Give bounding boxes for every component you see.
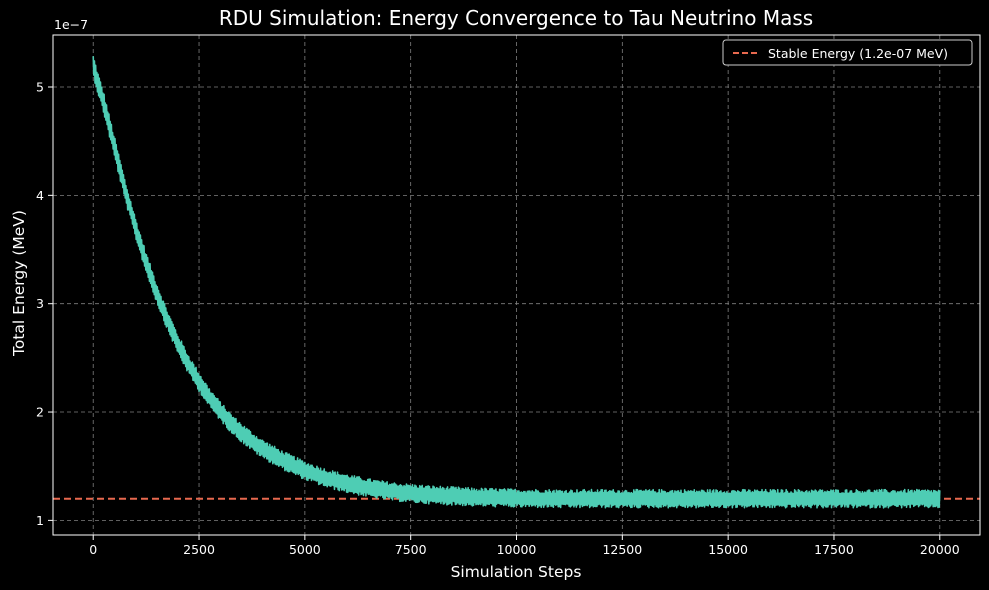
legend-label: Stable Energy (1.2e-07 MeV): [768, 46, 948, 61]
legend-box: [722, 39, 973, 66]
x-tick-label: 20000: [920, 542, 960, 557]
x-tick-label: 0: [89, 542, 97, 557]
grid: [53, 35, 980, 535]
x-tick-label: 15000: [708, 542, 748, 557]
legend: Stable Energy (1.2e-07 MeV): [722, 39, 973, 66]
chart-title: RDU Simulation: Energy Convergence to Ta…: [219, 6, 813, 30]
y-tick-label: 2: [36, 405, 44, 420]
x-axis-label: Simulation Steps: [451, 563, 582, 581]
x-tick-label: 10000: [497, 542, 537, 557]
x-tick-label: 17500: [814, 542, 854, 557]
ticks: 0 2500 5000 7500 10000 12500 15000 17500 20000 1 2…: [36, 80, 960, 557]
y-tick-label: 5: [36, 80, 44, 95]
y-offset-label: 1e−7: [54, 17, 88, 32]
y-axis-label: Total Energy (MeV): [10, 210, 28, 357]
x-tick-label: 5000: [289, 542, 321, 557]
y-tick-label: 3: [36, 296, 44, 311]
x-tick-label: 12500: [602, 542, 642, 557]
series-line-total-energy: [92, 56, 941, 509]
series-layer: [92, 56, 941, 509]
x-tick-label: 2500: [183, 542, 215, 557]
x-tick-label: 7500: [395, 542, 427, 557]
y-tick-label: 1: [36, 513, 44, 528]
y-tick-label: 4: [36, 188, 44, 203]
